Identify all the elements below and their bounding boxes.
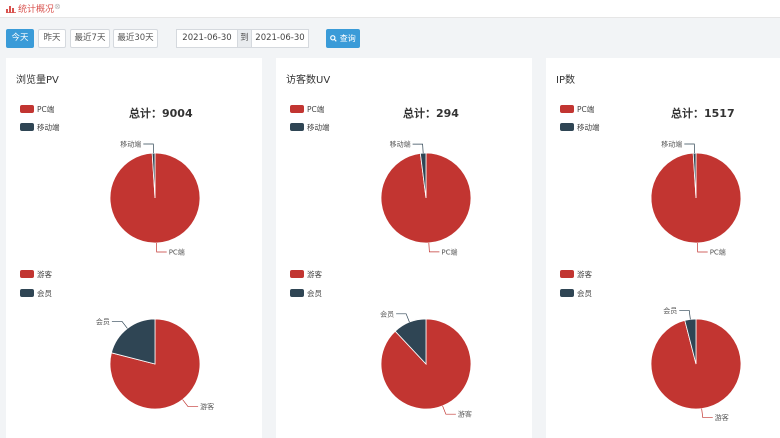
- pie-charts: PC端 移动端 游客 会员: [380, 140, 472, 419]
- legend-label: 会员: [307, 289, 322, 298]
- legend-swatch: [290, 270, 304, 278]
- pie-label-line: [442, 405, 456, 415]
- pie-charts: PC端 移动端 游客 会员: [96, 140, 214, 412]
- legend-label: PC端: [307, 105, 325, 114]
- pie-label-line: [111, 320, 128, 329]
- total-count: 总计：9004: [129, 107, 193, 120]
- panel-title: 浏览量PV: [16, 75, 59, 86]
- pie-label: 移动端: [390, 140, 411, 149]
- last-30-days-button[interactable]: 最近30天: [113, 29, 158, 48]
- legend-label: PC端: [577, 105, 595, 114]
- legend-item-pc[interactable]: PC端: [290, 104, 324, 115]
- legend-item-pc[interactable]: PC端: [20, 104, 54, 115]
- legend-swatch: [290, 289, 304, 297]
- pie-label: PC端: [710, 247, 726, 256]
- device-pie: PC端 移动端: [650, 140, 742, 256]
- pie-label-line: [396, 313, 410, 323]
- legend-swatch: [560, 289, 574, 297]
- end-date-input[interactable]: 2021-06-30: [251, 29, 309, 48]
- pie-label-line: [156, 242, 167, 253]
- legend-label: 游客: [37, 270, 52, 279]
- pie-label-line: [182, 399, 199, 408]
- search-icon: [330, 35, 337, 42]
- yesterday-button[interactable]: 昨天: [38, 29, 66, 48]
- pie-label-line: [684, 143, 695, 154]
- pie-label: PC端: [169, 247, 185, 256]
- legend-item-member[interactable]: 会员: [290, 288, 322, 299]
- total-count: 总计：1517: [671, 107, 735, 120]
- pie-label-line: [428, 242, 440, 253]
- legend-swatch: [290, 105, 304, 113]
- user-pie: 游客 会员: [96, 317, 214, 411]
- pie-charts: PC端 移动端 游客 会员: [650, 140, 742, 422]
- last-7-days-button[interactable]: 最近7天: [70, 29, 110, 48]
- legend-item-visitor[interactable]: 游客: [290, 269, 322, 280]
- legend-label: 游客: [577, 270, 592, 279]
- query-button[interactable]: 查询: [326, 29, 360, 48]
- legend-item-member[interactable]: 会员: [20, 288, 52, 299]
- pie-label-line: [701, 408, 713, 418]
- pie-label: 游客: [200, 402, 214, 411]
- pie-label: 会员: [663, 306, 677, 315]
- top-nav-bar: 统计概况 ⊗: [0, 0, 780, 18]
- legend-swatch: [560, 105, 574, 113]
- legend-label: 移动端: [577, 123, 600, 132]
- breadcrumb-tab[interactable]: 统计概况: [18, 5, 55, 15]
- pie-label: 游客: [458, 410, 472, 419]
- legend-label: 游客: [307, 270, 322, 279]
- legend-swatch: [20, 270, 34, 278]
- pie-label: 移动端: [661, 140, 682, 149]
- pie-label: 会员: [380, 309, 394, 318]
- date-range-separator: 到: [238, 29, 251, 48]
- uv-panel: 访客数UV PC端 移动端 总计：294 游客 会员 PC端 移动端 游客 会员: [276, 58, 532, 438]
- legend-swatch: [20, 105, 34, 113]
- pie-label-line: [412, 143, 424, 154]
- legend-item-visitor[interactable]: 游客: [20, 269, 52, 280]
- pie-label: 会员: [96, 317, 110, 326]
- legend-item-mobile[interactable]: 移动端: [290, 122, 330, 133]
- pie-slice-会员[interactable]: [684, 318, 697, 365]
- legend-swatch: [20, 289, 34, 297]
- user-pie: 游客 会员: [650, 306, 742, 422]
- pie-label-line: [143, 143, 154, 154]
- today-button[interactable]: 今天: [6, 29, 34, 48]
- legend-label: 移动端: [37, 123, 60, 132]
- pie-label-line: [697, 242, 708, 253]
- device-pie: PC端 移动端: [109, 140, 201, 256]
- legend-swatch: [560, 270, 574, 278]
- ip-panel: IP数 PC端 移动端 总计：1517 游客 会员 PC端 移动端 游客 会员: [546, 58, 780, 438]
- start-date-input[interactable]: 2021-06-30: [176, 29, 238, 48]
- legend-swatch: [20, 123, 34, 131]
- total-count: 总计：294: [403, 107, 459, 120]
- pie-label: 移动端: [120, 140, 141, 149]
- pie-label: 游客: [715, 413, 729, 422]
- pie-label-line: [679, 310, 691, 320]
- close-tab-icon[interactable]: ⊗: [54, 2, 61, 11]
- user-pie: 游客 会员: [380, 309, 472, 418]
- bar-chart-icon: [6, 6, 16, 13]
- legend-item-member[interactable]: 会员: [560, 288, 592, 299]
- panel-title: 访客数UV: [286, 75, 331, 86]
- legend-swatch: [290, 123, 304, 131]
- panel-title: IP数: [556, 75, 575, 86]
- pv-panel: 浏览量PV PC端 移动端 总计：9004 游客 会员 PC端 移动端 游客 会员: [6, 58, 262, 438]
- legend-label: 会员: [37, 289, 52, 298]
- legend-item-pc[interactable]: PC端: [560, 104, 594, 115]
- legend-label: 移动端: [307, 123, 330, 132]
- legend-item-visitor[interactable]: 游客: [560, 269, 592, 280]
- legend-item-mobile[interactable]: 移动端: [20, 122, 60, 133]
- pie-slice-会员[interactable]: [110, 318, 156, 365]
- legend-item-mobile[interactable]: 移动端: [560, 122, 600, 133]
- query-button-label: 查询: [339, 34, 356, 43]
- device-pie: PC端 移动端: [380, 140, 472, 256]
- pie-label: PC端: [441, 247, 457, 256]
- legend-label: PC端: [37, 105, 55, 114]
- legend-label: 会员: [577, 289, 592, 298]
- pie-slice-会员[interactable]: [394, 318, 427, 366]
- legend-swatch: [560, 123, 574, 131]
